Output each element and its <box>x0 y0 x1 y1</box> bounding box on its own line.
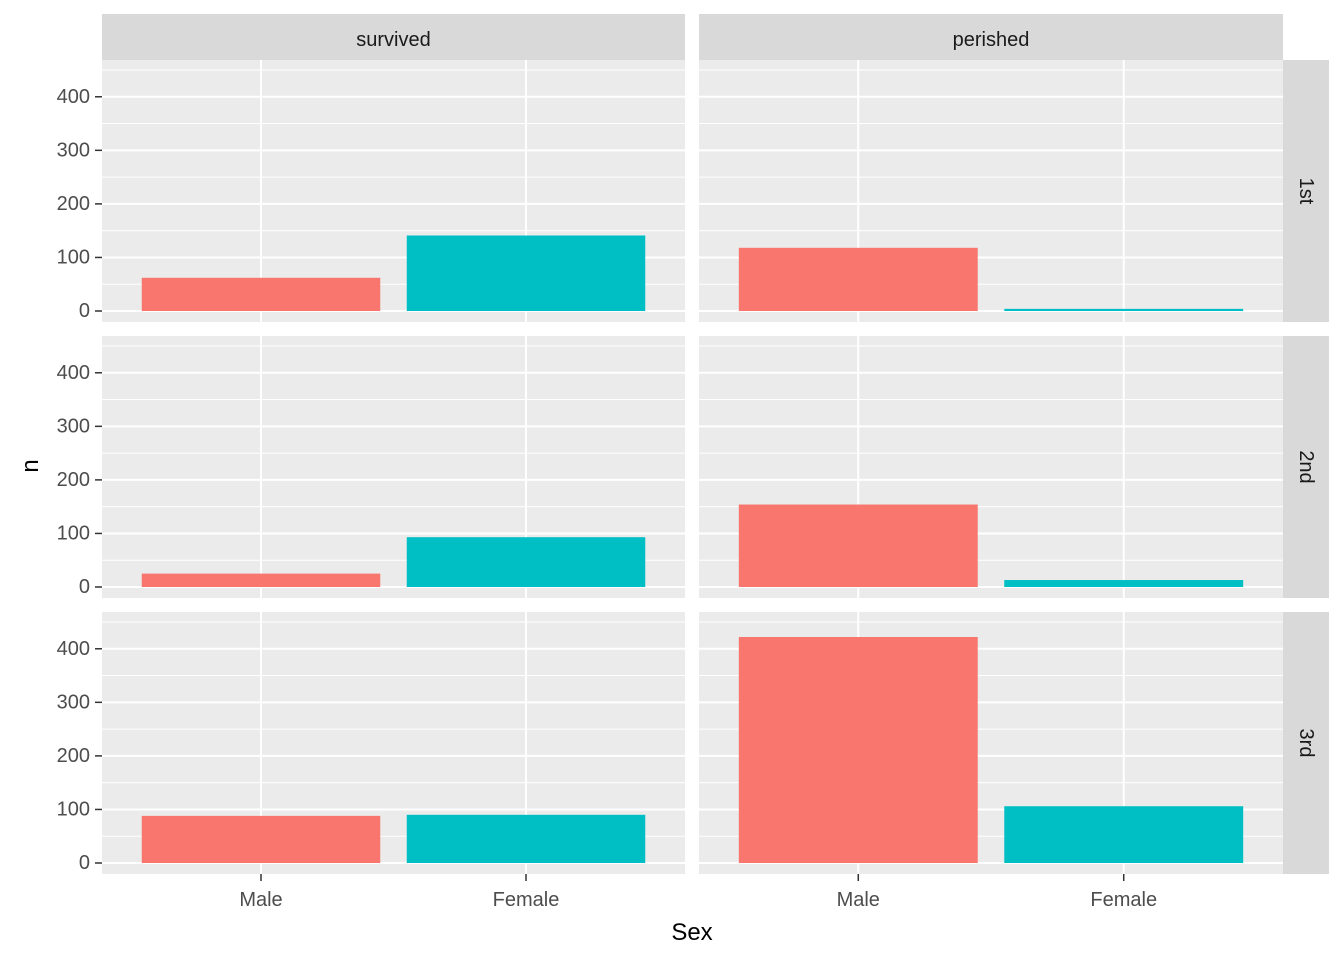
strip-row-2nd <box>1283 336 1329 598</box>
panel-2nd-perished <box>699 336 1283 598</box>
strip-label-1st: 1st <box>1295 178 1317 205</box>
strip-label-perished: perished <box>953 29 1030 51</box>
bar-1st-perished-female <box>1004 308 1244 311</box>
bar-3rd-perished-male <box>738 636 978 863</box>
y-axis-title: n <box>17 459 44 472</box>
strip-label-3rd: 3rd <box>1295 729 1317 758</box>
bar-2nd-perished-male <box>738 504 978 587</box>
bar-3rd-perished-female <box>1004 806 1244 863</box>
strip-row-3rd <box>1283 612 1329 874</box>
y-tick-label: 400 <box>57 86 90 108</box>
x-tick-label: Female <box>1090 889 1157 911</box>
y-tick-label: 300 <box>57 139 90 161</box>
y-tick-label: 100 <box>57 246 90 268</box>
bar-3rd-survived-female <box>406 814 646 863</box>
panel-3rd-survived: 0 100 200 300 400 Male Female <box>57 612 685 911</box>
y-tick-label: 100 <box>57 798 90 820</box>
strip-col-survived <box>102 14 685 60</box>
panels-layer: survived perished 1st 2nd 3rd 0 100 200 300 400 0 1… <box>57 14 1329 911</box>
y-tick-label: 0 <box>79 852 90 874</box>
strip-label-survived: survived <box>356 29 430 51</box>
x-tick-label: Male <box>837 889 880 911</box>
bar-3rd-survived-male <box>141 815 381 863</box>
panel-2nd-survived: 0 100 200 300 400 <box>57 336 685 598</box>
x-tick-label: Male <box>239 889 282 911</box>
x-axis-title: Sex <box>671 919 712 946</box>
strip-row-1st <box>1283 60 1329 322</box>
bar-2nd-survived-female <box>406 537 646 587</box>
bar-2nd-survived-male <box>141 573 381 587</box>
y-tick-label: 300 <box>57 415 90 437</box>
bar-1st-survived-female <box>406 235 646 311</box>
panel-1st-survived: 0 100 200 300 400 <box>57 60 685 322</box>
strip-label-2nd: 2nd <box>1295 450 1317 483</box>
y-tick-label: 100 <box>57 522 90 544</box>
y-tick-label: 400 <box>57 638 90 660</box>
y-tick-label: 200 <box>57 193 90 215</box>
strip-col-perished <box>699 14 1283 60</box>
y-tick-label: 200 <box>57 469 90 491</box>
bar-1st-perished-male <box>738 247 978 311</box>
panel-1st-perished <box>699 60 1283 322</box>
y-tick-label: 300 <box>57 691 90 713</box>
bar-2nd-perished-female <box>1004 580 1244 587</box>
x-tick-label: Female <box>493 889 560 911</box>
y-tick-label: 0 <box>79 300 90 322</box>
y-tick-label: 200 <box>57 745 90 767</box>
y-tick-label: 400 <box>57 362 90 384</box>
y-tick-label: 0 <box>79 576 90 598</box>
panel-3rd-perished: Male Female <box>699 612 1283 911</box>
bar-1st-survived-male <box>141 277 381 311</box>
